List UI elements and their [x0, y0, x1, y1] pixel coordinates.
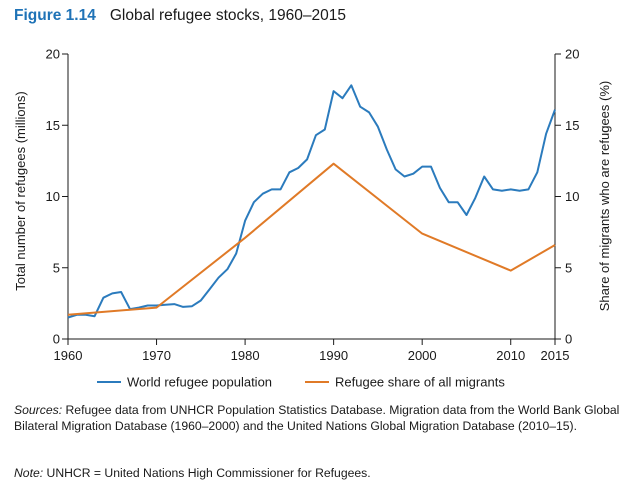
- y-right-tick-label: 20: [565, 47, 579, 62]
- y-right-tick-label: 5: [565, 260, 572, 275]
- series-line-refugee-share: [67, 162, 556, 316]
- refugee-chart: 0 5 10 15 20 0 5 10 15 20 1960 1970 1980 1990 2000 2010…: [13, 47, 612, 390]
- chart-legend: World refugee population Refugee share of…: [97, 375, 505, 390]
- figure-title: Global refugee stocks, 1960–2015: [109, 7, 346, 24]
- y-left-tick-label: 20: [46, 47, 60, 62]
- x-tick-label: 1980: [231, 348, 260, 363]
- y-right-tick-label: 0: [565, 332, 572, 347]
- legend-label: World refugee population: [127, 375, 272, 390]
- series-line-world-refugee-population: [67, 84, 556, 319]
- legend-label: Refugee share of all migrants: [335, 375, 505, 390]
- figure-number: Figure 1.14: [14, 7, 96, 24]
- y-left-tick-label: 5: [53, 260, 60, 275]
- x-tick-label: 2010: [496, 348, 525, 363]
- x-tick-label: 2000: [408, 348, 437, 363]
- x-tick-label: 1990: [319, 348, 348, 363]
- y-right-tick-label: 10: [565, 189, 579, 204]
- abbreviation-note: Note: UNHCR = United Nations High Commis…: [14, 465, 624, 481]
- sources-note: Sources: Refugee data from UNHCR Populat…: [14, 402, 624, 434]
- note-label: Note:: [14, 466, 44, 480]
- y-axis-right-title: Share of migrants who are refugees (%): [597, 81, 612, 312]
- x-tick-label: 2015: [541, 348, 570, 363]
- y-axis-left-title: Total number of refugees (millions): [13, 91, 28, 290]
- x-tick-label: 1970: [142, 348, 171, 363]
- y-left-tick-label: 15: [46, 118, 60, 133]
- y-left-tick-label: 0: [53, 332, 60, 347]
- sources-text: Refugee data from UNHCR Population Stati…: [14, 403, 620, 433]
- y-right-tick-label: 15: [565, 118, 579, 133]
- sources-label: Sources:: [14, 403, 63, 417]
- x-tick-label: 1960: [54, 348, 83, 363]
- note-text: UNHCR = United Nations High Commissioner…: [43, 466, 371, 480]
- y-left-tick-label: 10: [46, 189, 60, 204]
- figure-header: Figure 1.14 Global refugee stocks, 1960–2…: [14, 7, 346, 25]
- chart-axes: 0 5 10 15 20 0 5 10 15 20 1960 1970 1980 1990 2000 2010…: [46, 47, 580, 364]
- chart-marks: [67, 84, 556, 319]
